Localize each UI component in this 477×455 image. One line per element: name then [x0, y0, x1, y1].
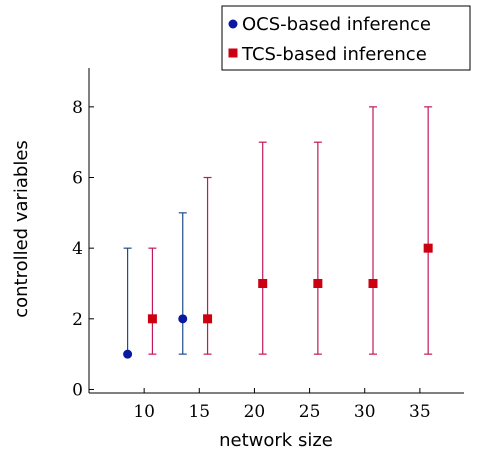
x-tick-label: 10	[133, 402, 155, 422]
x-axis-label: network size	[219, 430, 333, 451]
data-point-square	[423, 243, 433, 253]
series-tcs	[147, 106, 433, 355]
x-tick-label: 35	[409, 402, 431, 422]
data-point-square	[258, 278, 268, 288]
y-tick-label: 2	[72, 310, 83, 330]
data-point-square	[203, 314, 213, 324]
y-tick-label: 8	[72, 98, 83, 118]
legend-label-tcs: TCS-based inference	[241, 44, 427, 65]
data-point-square	[368, 278, 378, 288]
data-point-circle	[123, 349, 133, 359]
y-axis-label: controlled variables	[11, 140, 32, 318]
data-point-square	[147, 314, 157, 324]
legend-marker-ocs	[228, 19, 238, 29]
axes	[88, 68, 464, 394]
x-tick-label: 20	[244, 402, 266, 422]
x-tick-label: 30	[354, 402, 376, 422]
y-tick-label: 0	[72, 380, 83, 400]
series-layer	[123, 106, 433, 359]
y-ticks: 0 2 4 6 8	[72, 98, 94, 400]
x-tick-label: 25	[299, 402, 321, 422]
legend: OCS-based inference TCS-based inference	[221, 5, 471, 71]
x-tick-label: 15	[188, 402, 210, 422]
data-point-circle	[178, 314, 188, 324]
legend-box	[221, 5, 471, 71]
series-ocs	[123, 212, 188, 359]
y-tick-label: 4	[72, 239, 83, 259]
data-point-square	[313, 278, 323, 288]
legend-label-ocs: OCS-based inference	[242, 14, 431, 35]
x-ticks: 10 15 20 25 30 35	[133, 388, 431, 422]
legend-marker-tcs	[228, 48, 238, 58]
y-tick-label: 6	[72, 169, 83, 189]
